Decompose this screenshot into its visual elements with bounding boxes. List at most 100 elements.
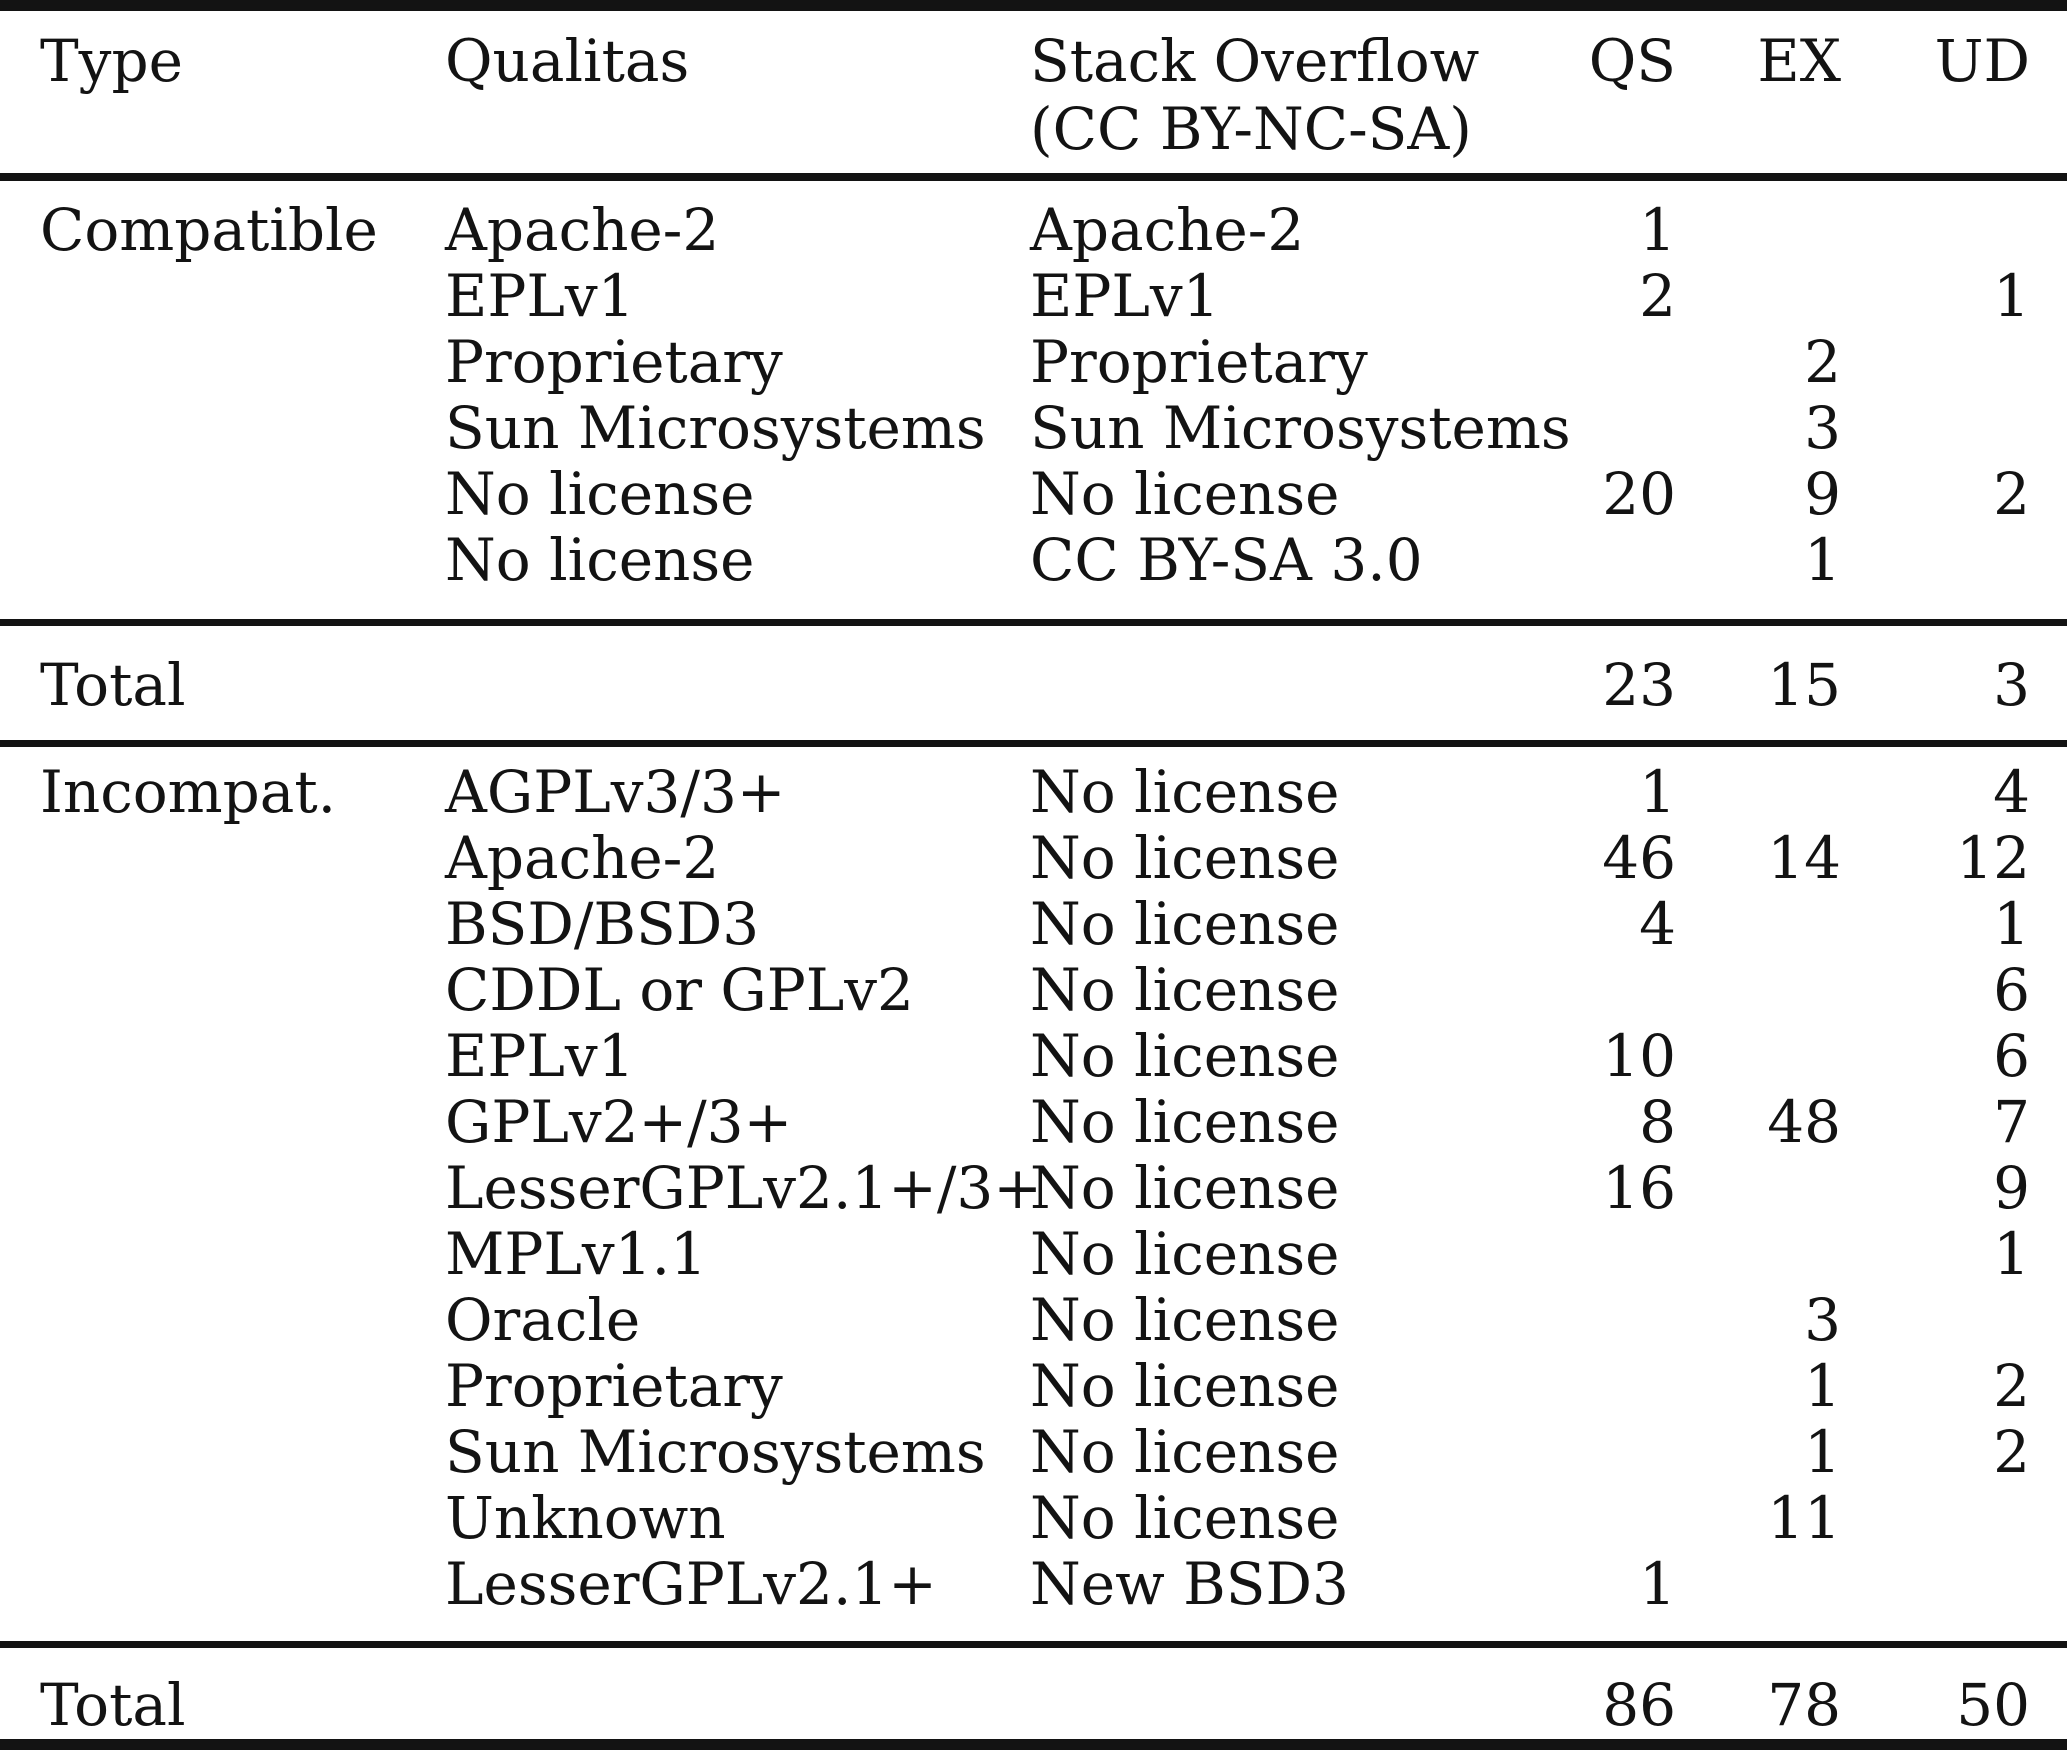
ex-cell: 9 <box>1804 460 1841 528</box>
qualitas-cell: GPLv2+/3+ <box>445 1088 793 1156</box>
stack-overflow-cell: CC BY-SA 3.0 <box>1030 526 1423 594</box>
type-cell <box>0 1353 445 1419</box>
qs-cell: 46 <box>1602 824 1676 892</box>
ud-cell <box>1841 527 2030 593</box>
ex-cell: 3 <box>1804 1286 1841 1354</box>
ex-cell: 1 <box>1804 1352 1841 1420</box>
table-row: Compatible Apache-2 Apache-2 1 <box>0 197 2067 263</box>
ex-cell <box>1676 1155 1841 1221</box>
qs-cell <box>1490 1419 1676 1485</box>
ud-cell <box>1841 1485 2030 1551</box>
type-cell <box>0 1221 445 1287</box>
qs-cell: 1 <box>1639 196 1676 264</box>
total-ex-cell: 15 <box>1767 651 1841 719</box>
ex-cell: 48 <box>1767 1088 1841 1156</box>
column-header-qualitas: Qualitas <box>445 27 690 95</box>
qs-cell <box>1490 1485 1676 1551</box>
qualitas-cell: EPLv1 <box>445 262 635 330</box>
table-row: Apache-2 No license 46 14 12 <box>0 825 2067 891</box>
ud-cell: 1 <box>1993 890 2030 958</box>
stack-overflow-cell: No license <box>1030 758 1340 826</box>
table-row: No license No license 20 9 2 <box>0 461 2067 527</box>
ex-cell <box>1676 759 1841 825</box>
qs-cell: 10 <box>1602 1022 1676 1090</box>
total-label: Total <box>40 1671 186 1739</box>
qs-cell: 20 <box>1602 460 1676 528</box>
table-row: Proprietary Proprietary 2 <box>0 329 2067 395</box>
total-ud-cell: 50 <box>1956 1671 2030 1739</box>
ex-cell <box>1676 263 1841 329</box>
table-row: Sun Microsystems Sun Microsystems 3 <box>0 395 2067 461</box>
ex-cell: 3 <box>1804 394 1841 462</box>
column-header-type: Type <box>40 27 183 95</box>
ud-cell: 6 <box>1993 1022 2030 1090</box>
qualitas-cell: Sun Microsystems <box>445 1418 986 1486</box>
table-row: EPLv1 EPLv1 2 1 <box>0 263 2067 329</box>
stack-overflow-cell: Sun Microsystems <box>1030 394 1571 462</box>
stack-overflow-cell: Proprietary <box>1030 328 1368 396</box>
ex-cell: 1 <box>1804 526 1841 594</box>
stack-overflow-cell: No license <box>1030 1022 1340 1090</box>
ud-cell: 2 <box>1993 1352 2030 1420</box>
ex-cell <box>1676 1551 1841 1617</box>
qualitas-cell: Oracle <box>445 1286 641 1354</box>
section-compatible: Compatible Apache-2 Apache-2 1 EPLv1 EPL… <box>0 181 2067 626</box>
qs-cell <box>1490 395 1676 461</box>
qs-cell: 1 <box>1639 1550 1676 1618</box>
type-cell: Compatible <box>40 196 378 264</box>
table-row: Unknown No license 11 <box>0 1485 2067 1551</box>
ud-cell: 2 <box>1993 460 2030 528</box>
type-cell <box>0 527 445 593</box>
stack-overflow-cell: No license <box>1030 1352 1340 1420</box>
table-row: LesserGPLv2.1+ New BSD3 1 <box>0 1551 2067 1617</box>
stack-overflow-cell: No license <box>1030 460 1340 528</box>
qs-cell <box>1490 527 1676 593</box>
ex-cell: 11 <box>1767 1484 1841 1552</box>
stack-overflow-cell: No license <box>1030 1418 1340 1486</box>
column-header-stack-overflow: Stack Overflow (CC BY-NC-SA) <box>1030 27 1490 163</box>
table-row: Incompat. AGPLv3/3+ No license 1 4 <box>0 759 2067 825</box>
qualitas-cell: Proprietary <box>445 328 783 396</box>
ud-cell: 2 <box>1993 1418 2030 1486</box>
qs-cell <box>1490 1221 1676 1287</box>
stack-overflow-cell: No license <box>1030 1286 1340 1354</box>
qualitas-cell: AGPLv3/3+ <box>445 758 786 826</box>
ex-cell <box>1676 197 1841 263</box>
ex-cell: 1 <box>1804 1418 1841 1486</box>
ud-cell: 12 <box>1956 824 2030 892</box>
total-ex-cell: 78 <box>1767 1671 1841 1739</box>
qualitas-cell: Sun Microsystems <box>445 394 986 462</box>
table-row: Oracle No license 3 <box>0 1287 2067 1353</box>
qualitas-cell: No license <box>445 460 755 528</box>
ud-cell <box>1841 329 2030 395</box>
total-ud-cell: 3 <box>1993 651 2030 719</box>
table-row: BSD/BSD3 No license 4 1 <box>0 891 2067 957</box>
type-cell <box>0 891 445 957</box>
table-header: Type Qualitas Stack Overflow (CC BY-NC-S… <box>0 11 2067 181</box>
qualitas-cell: Apache-2 <box>445 824 720 892</box>
section-incompatible: Incompat. AGPLv3/3+ No license 1 4 Apach… <box>0 747 2067 1648</box>
qualitas-cell: LesserGPLv2.1+ <box>445 1550 937 1618</box>
ex-cell <box>1676 1023 1841 1089</box>
ud-cell: 9 <box>1993 1154 2030 1222</box>
ud-cell <box>1841 1551 2030 1617</box>
ex-cell: 14 <box>1767 824 1841 892</box>
qs-cell <box>1490 1287 1676 1353</box>
qs-cell <box>1490 957 1676 1023</box>
ud-cell: 1 <box>1993 1220 2030 1288</box>
ex-cell <box>1676 1221 1841 1287</box>
qualitas-cell: No license <box>445 526 755 594</box>
stack-overflow-cell: No license <box>1030 890 1340 958</box>
table-row: No license CC BY-SA 3.0 1 <box>0 527 2067 593</box>
table-row: EPLv1 No license 10 6 <box>0 1023 2067 1089</box>
type-cell <box>0 1551 445 1617</box>
stack-overflow-cell: No license <box>1030 1484 1340 1552</box>
table-row: CDDL or GPLv2 No license 6 <box>0 957 2067 1023</box>
type-cell <box>0 1023 445 1089</box>
type-cell: Incompat. <box>40 758 337 826</box>
total-qs-cell: 23 <box>1602 651 1676 719</box>
stack-overflow-cell: New BSD3 <box>1030 1550 1349 1618</box>
type-cell <box>0 1089 445 1155</box>
column-header-stack-overflow-line1: Stack Overflow <box>1030 27 1480 95</box>
